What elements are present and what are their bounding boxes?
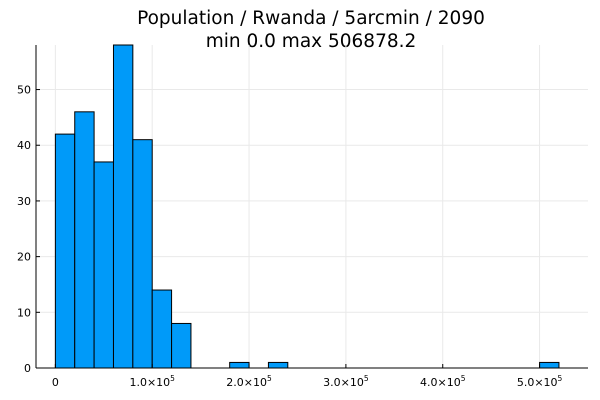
y-tick-label: 40 (17, 139, 31, 152)
y-tick-label: 0 (24, 362, 31, 375)
x-tick-label: 3.0×105 (323, 374, 369, 389)
y-tick-label: 20 (17, 251, 31, 264)
histogram-bar (267, 361, 289, 369)
axes (35, 45, 588, 369)
tick-labels: 0 10 20 30 40 50 0 1.0×105 2.0×105 3.0×105 4.0×105… (17, 84, 563, 389)
histogram-bar (539, 361, 560, 369)
chart-title: Population / Rwanda / 5arcmin / 2090 (137, 8, 485, 29)
histogram-bar (229, 361, 250, 369)
histogram-bar (93, 161, 114, 369)
histogram-bar (112, 44, 134, 369)
histogram-bar (151, 289, 173, 369)
histogram-bar (171, 322, 192, 369)
x-tick-label: 5.0×105 (517, 374, 563, 389)
x-tick-label: 4.0×105 (420, 374, 466, 389)
x-tick-label: 1.0×105 (129, 374, 175, 389)
histogram-bar (132, 139, 153, 369)
histogram-bar (54, 133, 76, 369)
bars (54, 44, 560, 369)
chart-subtitle: min 0.0 max 506878.2 (206, 31, 417, 52)
histogram-bar (74, 111, 95, 369)
x-tick-label: 0 (52, 376, 59, 389)
y-tick-label: 10 (17, 306, 31, 319)
y-tick-label: 30 (17, 195, 31, 208)
y-tick-label: 50 (17, 84, 31, 97)
x-tick-label: 2.0×105 (226, 374, 272, 389)
